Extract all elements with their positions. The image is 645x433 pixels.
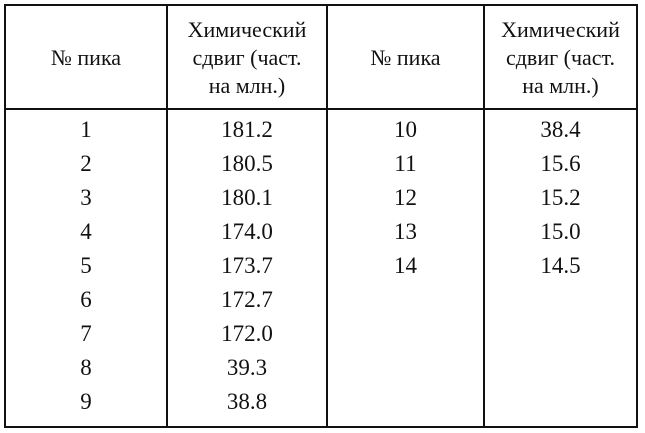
header-peak-number-left: № пика [50, 44, 122, 70]
chemical-shift-cell: 181.2 [221, 117, 273, 142]
chemical-shift-cell: 174.0 [221, 219, 273, 244]
peak-number-cell: 13 [394, 219, 417, 244]
chemical-shift-cell: 38.4 [540, 117, 581, 142]
header-chemical-shift-left: Химический сдвиг (част. на млн.) [168, 6, 326, 109]
header-divider [6, 108, 636, 110]
header-line: Химический [501, 16, 620, 42]
header-line: на млн.) [208, 72, 286, 98]
chemical-shift-cell: 173.7 [221, 253, 273, 278]
peak-number-cell: 11 [394, 151, 417, 176]
chemical-shift-cell: 39.3 [226, 355, 268, 380]
header-line: сдвиг (част. [192, 44, 302, 70]
peak-number-cell: 12 [394, 185, 417, 210]
column-divider-1 [166, 6, 168, 426]
header-line: сдвиг (част. [505, 44, 615, 70]
chemical-shift-cell: 172.7 [221, 287, 273, 312]
chemical-shift-table: № пика Химический сдвиг (част. на млн.) … [4, 4, 638, 428]
chemical-shift-cell: 14.5 [540, 253, 581, 278]
peak-number-cell: 7 [80, 321, 92, 346]
header-peak-number-right: № пика [370, 44, 441, 70]
column-divider-3 [483, 6, 485, 426]
chemical-shift-cell: 15.0 [540, 219, 581, 244]
chemical-shift-cell: 15.2 [540, 185, 581, 210]
peak-number-cell: 6 [80, 287, 92, 312]
header-chemical-shift-right: Химический сдвиг (част. на млн.) [485, 6, 636, 109]
chemical-shift-cell: 180.1 [221, 185, 273, 210]
peak-number-cell: 5 [80, 253, 92, 278]
peak-number-cell: 4 [80, 219, 92, 244]
column-divider-2 [326, 6, 328, 426]
chemical-shift-cell: 172.0 [221, 321, 273, 346]
peak-number-cell: 1 [80, 117, 92, 142]
peak-number-cell: 10 [394, 117, 417, 142]
peak-number-cell: 3 [80, 185, 92, 210]
chemical-shift-cell: 180.5 [221, 151, 273, 176]
peak-number-cell: 14 [394, 253, 417, 278]
header-line: на млн.) [522, 72, 599, 98]
peak-number-cell: 8 [80, 355, 92, 380]
peak-number-cell: 9 [80, 389, 92, 414]
header-line: Химический [187, 16, 307, 42]
chemical-shift-cell: 38.8 [226, 389, 268, 414]
peak-number-cell: 2 [80, 151, 92, 176]
chemical-shift-cell: 15.6 [540, 151, 581, 176]
